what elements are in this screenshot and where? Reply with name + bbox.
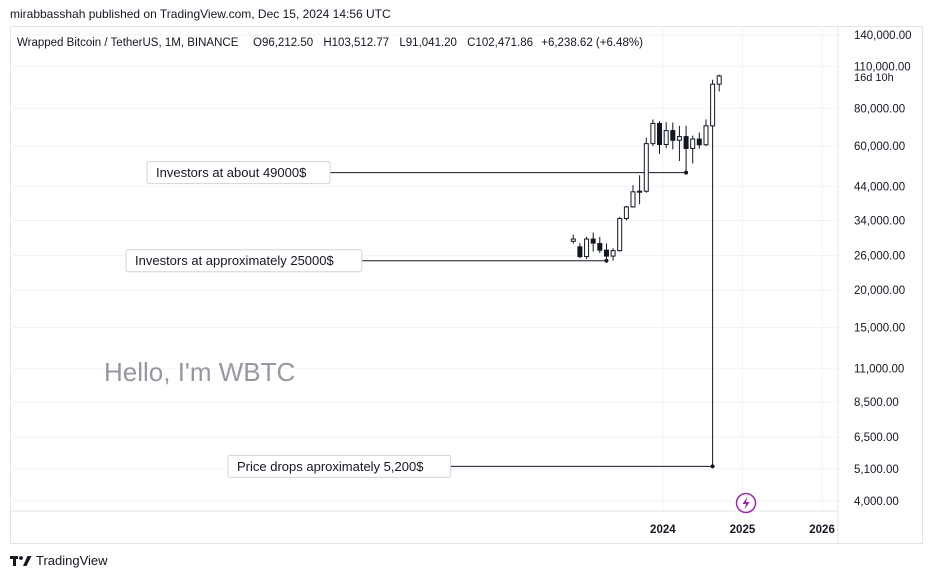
- chart-frame: [10, 26, 923, 544]
- candle-body: [570, 238, 576, 242]
- price-tick-label: 4,000.00: [854, 496, 899, 508]
- legend-symbol: Wrapped Bitcoin / TetherUS, 1M, BINANCE: [17, 37, 239, 49]
- price-tick-label: 5,100.00: [854, 464, 899, 476]
- candle-body: [623, 206, 629, 220]
- candle-body: [597, 243, 603, 251]
- price-tick-label: 20,000.00: [854, 285, 905, 297]
- price-tick-label: 34,000.00: [854, 215, 905, 227]
- price-tick-label: 140,000.00: [854, 30, 912, 42]
- candle-body: [670, 130, 676, 141]
- candle-body: [637, 190, 643, 193]
- time-tick-label: 2025: [730, 524, 756, 536]
- candle-body: [683, 136, 689, 149]
- candle-body: [663, 130, 669, 146]
- watermark-text: Hello, I'm WBTC: [104, 357, 295, 387]
- candle-body: [690, 138, 696, 149]
- candle-body: [610, 250, 616, 257]
- time-tick-label: 2024: [650, 524, 676, 536]
- lightning-icon[interactable]: [735, 492, 757, 514]
- footer-brand-label: TradingView: [36, 553, 108, 568]
- annotations: Investors at about 49000$ Investors at ap…: [125, 131, 715, 478]
- callout-anchor-dot: [604, 258, 609, 263]
- candle-body: [703, 125, 709, 146]
- legend-low: L91,041.20: [399, 37, 457, 49]
- candle-body: [676, 136, 682, 141]
- candle-body: [577, 246, 583, 258]
- price-tick-label: 26,000.00: [854, 251, 905, 263]
- legend-high: H103,512.77: [323, 37, 389, 49]
- candle-body: [650, 122, 656, 145]
- callout-label: Price drops aproximately 5,200$: [237, 459, 424, 474]
- price-axis: 140,000.00 110,000.00 80,000.00 60,000.00 44…: [854, 30, 912, 508]
- time-axis: 2024 2025 2026: [650, 524, 835, 536]
- callout-label: Investors at about 49000$: [156, 165, 307, 180]
- price-tick-label: 8,500.00: [854, 397, 899, 409]
- candles: [570, 74, 722, 261]
- price-tick-label: 110,000.00: [854, 62, 911, 74]
- legend-close: C102,471.86: [467, 37, 533, 49]
- candle-body: [710, 83, 716, 127]
- time-tick-label: 2026: [809, 524, 835, 536]
- legend-ohlc: O96,212.50 H103,512.77 L91,041.20 C102,4…: [253, 37, 643, 49]
- publish-info: mirabbasshah published on TradingView.co…: [10, 7, 391, 21]
- price-tick-label: 15,000.00: [854, 323, 905, 335]
- price-tick-label: 6,500.00: [854, 432, 899, 444]
- legend-change: +6,238.62 (+6.48%): [541, 37, 643, 49]
- candle-body: [696, 138, 702, 146]
- candle-body: [590, 238, 596, 244]
- price-tick-label: 60,000.00: [854, 141, 905, 153]
- candle-body: [716, 75, 722, 85]
- callout-label: Investors at approximately 25000$: [135, 253, 334, 268]
- bar-countdown: 16d 10h: [854, 72, 894, 84]
- callout-box: [146, 161, 331, 185]
- tradingview-logo-icon: [10, 555, 32, 566]
- callout-box: [227, 454, 452, 478]
- candle-body: [630, 191, 636, 208]
- footer-brand[interactable]: TradingView: [10, 553, 108, 568]
- chart-canvas[interactable]: Wrapped Bitcoin / TetherUS, 1M, BINANCE …: [10, 26, 923, 544]
- price-tick-label: 80,000.00: [854, 103, 905, 115]
- price-tick-label: 11,000.00: [854, 363, 904, 375]
- price-tick-label: 44,000.00: [854, 182, 905, 194]
- callout-box: [125, 249, 363, 273]
- candle-body: [617, 218, 623, 252]
- legend-open: O96,212.50: [253, 37, 313, 49]
- candle-body: [657, 122, 663, 146]
- candle-body: [603, 249, 609, 257]
- candle-body: [643, 143, 649, 192]
- candle-body: [584, 238, 590, 258]
